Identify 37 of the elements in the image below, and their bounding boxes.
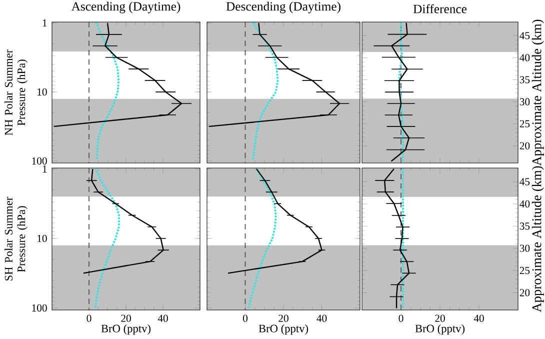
y2-tick-label: 20 bbox=[520, 289, 530, 296]
x-tick-label: 20 bbox=[435, 314, 445, 322]
y-tick-label: 100 bbox=[32, 304, 47, 312]
y2-axis-title: Approximate Altitude (km) bbox=[532, 166, 544, 312]
chart-title: Descending (Daytime) bbox=[226, 2, 340, 14]
y2-tick-label: 45 bbox=[520, 32, 530, 40]
y2-tick-label: 40 bbox=[520, 54, 530, 62]
y2-tick-label: 30 bbox=[520, 98, 530, 106]
x-tick-label: 40 bbox=[158, 314, 168, 322]
y2-tick-label: 35 bbox=[520, 76, 530, 84]
chart-title: Ascending (Daytime) bbox=[71, 2, 180, 14]
x-tick-label: 20 bbox=[121, 314, 131, 322]
y-tick-label: 1 bbox=[42, 165, 47, 172]
y2-tick-label: 40 bbox=[520, 200, 530, 208]
x-tick-label: 0 bbox=[242, 314, 248, 322]
y2-tick-label: 45 bbox=[520, 178, 530, 186]
y-tick-label: 100 bbox=[32, 157, 47, 165]
x-tick-label: 20 bbox=[278, 314, 288, 322]
x-tick-label: 40 bbox=[316, 314, 327, 322]
y-axis-title: NH Polar Summer Pressure (hPa) bbox=[4, 49, 28, 136]
chart-title: Difference bbox=[413, 4, 467, 14]
x-axis-title: BrO (pptv) bbox=[415, 324, 465, 335]
x-tick-label: 40 bbox=[474, 314, 484, 322]
y2-tick-label: 30 bbox=[520, 244, 530, 252]
y2-axis-title: Approximate Altitude (km) bbox=[532, 20, 544, 166]
y2-tick-label: 20 bbox=[520, 142, 530, 150]
x-axis-title: BrO (pptv) bbox=[258, 324, 308, 335]
x-tick-label: 0 bbox=[86, 314, 92, 322]
x-axis-title: BrO (pptv) bbox=[101, 324, 151, 335]
y-tick-label: 10 bbox=[38, 234, 47, 242]
y-tick-label: 1 bbox=[42, 19, 47, 26]
y-tick-label: 10 bbox=[38, 88, 47, 96]
y2-tick-label: 25 bbox=[520, 266, 530, 274]
y2-tick-label: 25 bbox=[520, 120, 530, 128]
x-tick-label: 0 bbox=[398, 314, 404, 322]
y2-tick-label: 35 bbox=[520, 222, 530, 230]
y-axis-title: SH Polar Summer Pressure (hPa) bbox=[4, 196, 28, 280]
